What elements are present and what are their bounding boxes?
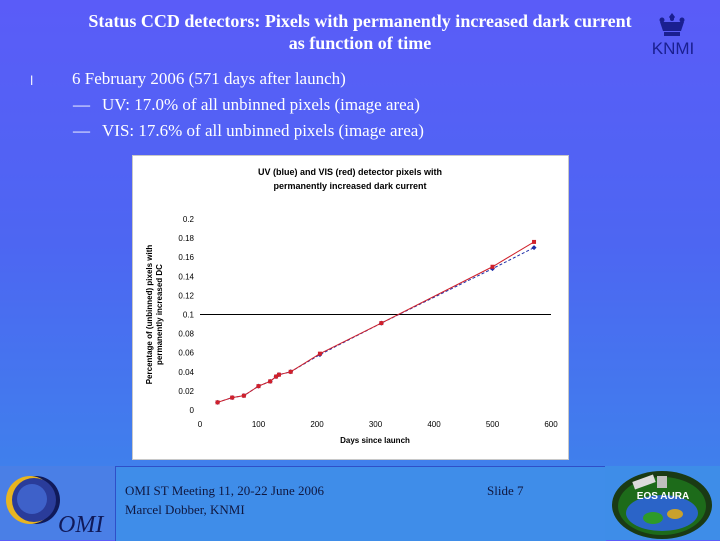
data-point-vis <box>230 395 235 400</box>
x-axis-label: Days since launch <box>340 436 410 445</box>
data-point-vis <box>490 264 495 269</box>
data-point-vis <box>241 393 246 398</box>
slide-title: Status CCD detectors: Pixels with perman… <box>0 10 720 54</box>
series-line-vis <box>217 241 535 403</box>
aura-mission-logo: EOS AURA <box>605 466 720 540</box>
x-tick-label: 0 <box>198 420 203 429</box>
x-tick-label: 300 <box>369 420 383 429</box>
y-tick-label: 0.08 <box>178 330 194 339</box>
x-tick-label: 100 <box>252 420 266 429</box>
y-tick-label: 0.2 <box>183 215 195 224</box>
data-point-vis <box>532 239 537 244</box>
y-tick-label: 0.14 <box>178 272 194 281</box>
bullet-text: UV: 17.0% of all unbinned pixels (image … <box>102 95 420 114</box>
data-point-vis <box>268 379 273 384</box>
x-tick-label: 600 <box>544 420 558 429</box>
knmi-logo: KNMI <box>652 13 695 58</box>
footer: OMI ST Meeting 11, 20-22 June 2006 Marce… <box>0 466 720 541</box>
y-tick-label: 0 <box>190 406 195 415</box>
footer-meeting: OMI ST Meeting 11, 20-22 June 2006 <box>125 483 324 498</box>
y-tick-label: 0.16 <box>178 253 194 262</box>
chart-panel: UV (blue) and VIS (red) detector pixels … <box>132 155 569 460</box>
bullet-dash: — <box>73 121 90 140</box>
data-point-vis <box>276 372 281 377</box>
data-point-vis <box>256 384 261 389</box>
footer-band <box>115 466 606 541</box>
bullet-list: l 6 February 2006 (571 days after launch… <box>30 66 424 144</box>
data-point-vis <box>317 351 322 356</box>
dark-current-chart: UV (blue) and VIS (red) detector pixels … <box>145 167 558 445</box>
bullet-text: VIS: 17.6% of all unbinned pixels (image… <box>102 121 424 140</box>
bullet-item-date: l 6 February 2006 (571 days after launch… <box>30 66 424 92</box>
title-line-2: as function of time <box>288 33 432 53</box>
aura-wordmark: EOS AURA <box>637 491 689 502</box>
bullet-item-vis: — VIS: 17.6% of all unbinned pixels (ima… <box>30 118 424 144</box>
y-axis-label-line-1: Percentage of (unbinned) pixels with <box>145 245 154 385</box>
y-tick-label: 0.02 <box>178 387 194 396</box>
series-line-uv <box>217 247 535 403</box>
y-tick-label: 0.1 <box>183 311 195 320</box>
y-tick-label: 0.06 <box>178 349 194 358</box>
chart-title-line-1: UV (blue) and VIS (red) detector pixels … <box>258 167 442 177</box>
x-tick-label: 500 <box>486 420 500 429</box>
x-tick-label: 200 <box>310 420 324 429</box>
data-point-vis <box>215 400 220 405</box>
chart-title-line-2: permanently increased dark current <box>273 181 426 191</box>
footer-slide-number: Slide 7 <box>487 483 524 498</box>
data-point-vis <box>288 369 293 374</box>
y-tick-label: 0.12 <box>178 291 194 300</box>
y-tick-label: 0.18 <box>178 234 194 243</box>
bullet-marker: l <box>30 74 34 88</box>
omi-logo: OMI <box>0 466 115 540</box>
omi-wordmark: OMI <box>58 512 104 538</box>
footer-author: Marcel Dobber, KNMI <box>125 502 245 517</box>
x-tick-label: 400 <box>427 420 441 429</box>
data-point-uv <box>531 245 537 251</box>
knmi-wordmark: KNMI <box>652 39 695 58</box>
bullet-item-uv: — UV: 17.0% of all unbinned pixels (imag… <box>30 92 424 118</box>
y-tick-label: 0.04 <box>178 368 194 377</box>
data-point-vis <box>274 374 279 379</box>
data-point-vis <box>379 321 384 326</box>
y-axis-label-line-2: permanently increased DC <box>155 264 164 365</box>
bullet-dash: — <box>73 95 90 114</box>
title-line-1: Status CCD detectors: Pixels with perman… <box>88 11 632 31</box>
bullet-text: 6 February 2006 (571 days after launch) <box>72 69 346 88</box>
